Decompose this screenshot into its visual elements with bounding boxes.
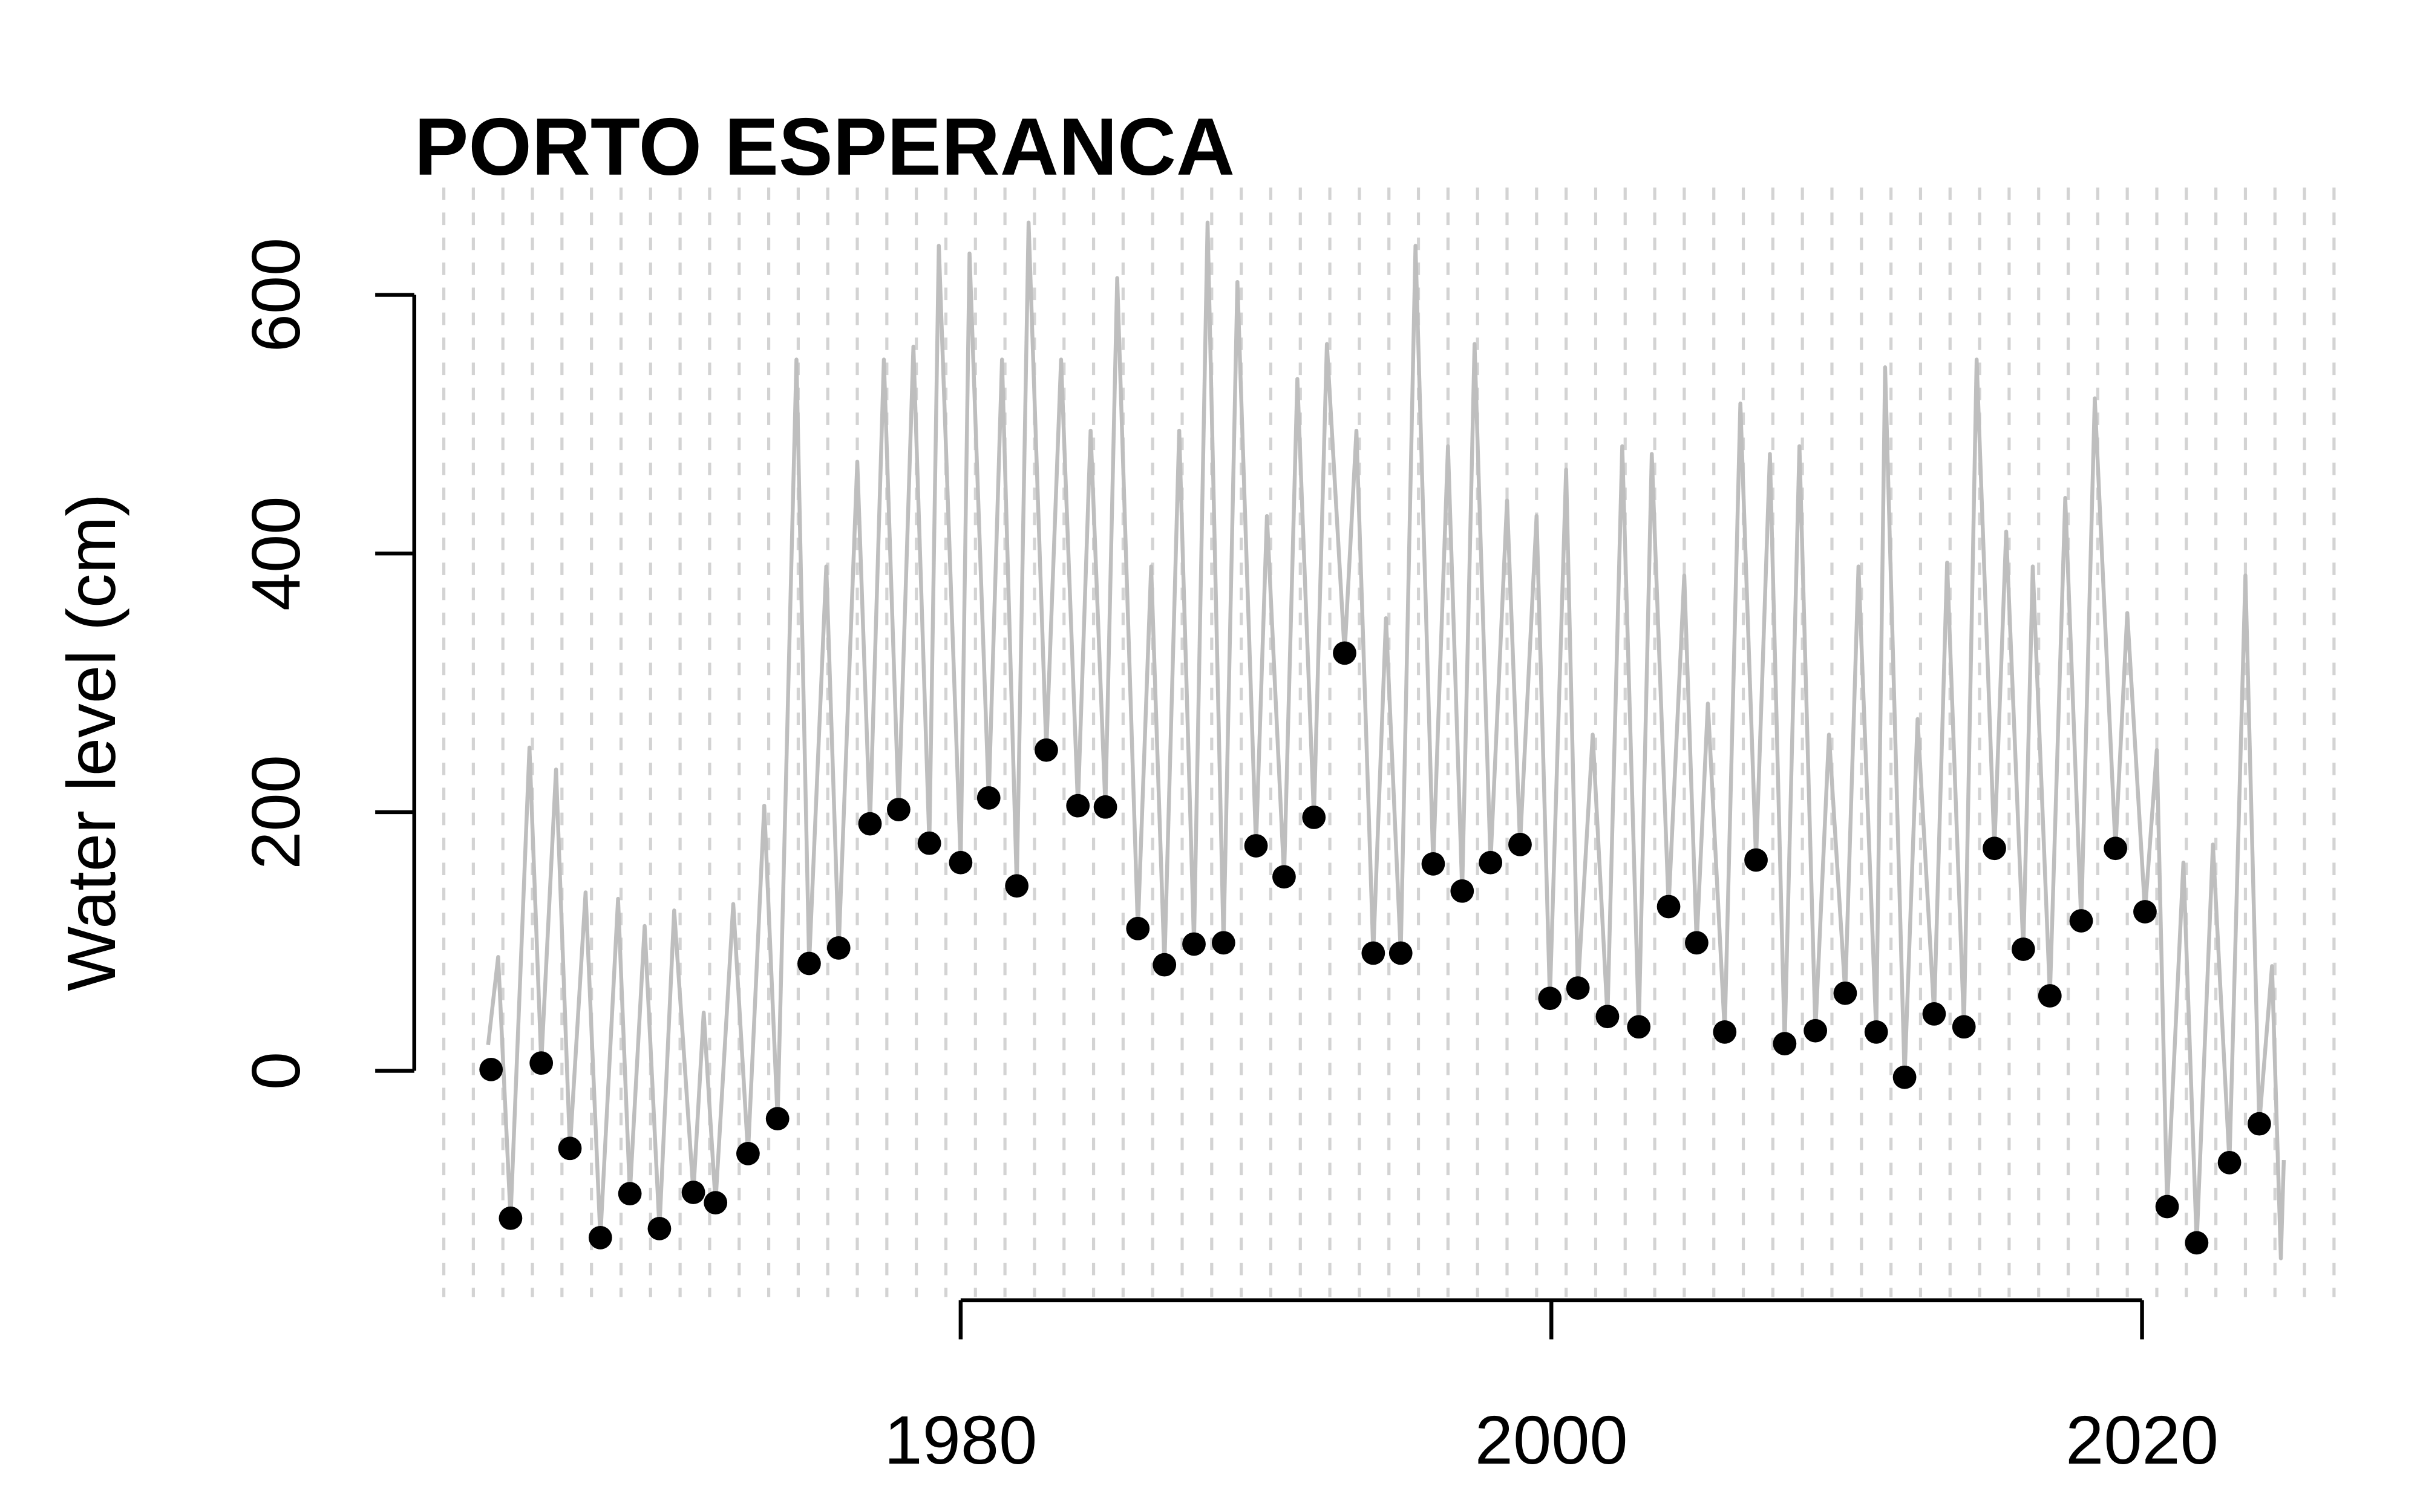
point: [917, 831, 941, 855]
point: [1153, 953, 1177, 977]
point: [1566, 976, 1590, 1000]
point: [1804, 1018, 1828, 1043]
point: [2247, 1112, 2271, 1136]
y-axis-label: Water level (cm): [53, 494, 130, 991]
point: [1333, 641, 1356, 665]
point: [681, 1181, 705, 1204]
point: [2011, 937, 2035, 961]
point: [1744, 848, 1768, 872]
point: [1126, 916, 1150, 940]
point: [1302, 806, 1326, 829]
point: [1450, 879, 1474, 903]
point: [2217, 1150, 2242, 1175]
point: [949, 850, 973, 875]
point: [976, 786, 1001, 810]
point: [529, 1051, 554, 1075]
x-tick-label: 1980: [884, 1402, 1037, 1479]
point: [2155, 1194, 2179, 1219]
point: [1833, 981, 1857, 1005]
point: [1952, 1015, 1976, 1039]
point: [797, 951, 821, 976]
x-tick-label: 2020: [2065, 1402, 2219, 1479]
point: [1388, 941, 1413, 965]
point: [765, 1107, 790, 1131]
point: [1892, 1065, 1917, 1089]
x-tick-label: 2000: [1475, 1402, 1628, 1479]
point: [2038, 984, 2062, 1008]
point: [1983, 836, 2006, 861]
point: [2069, 909, 2093, 933]
point: [1244, 834, 1268, 858]
point: [736, 1141, 760, 1165]
point: [1864, 1020, 1888, 1044]
point: [1093, 795, 1117, 819]
point: [704, 1191, 728, 1214]
series-line: [486, 220, 2286, 1260]
point: [1272, 865, 1296, 889]
point: [1595, 1005, 1620, 1029]
point: [1066, 793, 1090, 818]
point: [2133, 900, 2157, 924]
point: [886, 798, 911, 821]
point: [1538, 986, 1562, 1011]
point: [1922, 1002, 1946, 1026]
point: [1005, 874, 1029, 898]
point: [1685, 931, 1709, 955]
point: [1713, 1020, 1737, 1044]
point: [1211, 931, 1235, 955]
point: [618, 1182, 642, 1206]
point: [858, 812, 882, 836]
point: [499, 1206, 523, 1230]
y-tick-label: 600: [238, 238, 315, 353]
point: [1182, 932, 1206, 956]
point: [2185, 1231, 2209, 1255]
point: [558, 1136, 582, 1161]
point: [826, 936, 851, 960]
point: [588, 1225, 612, 1250]
point: [647, 1216, 672, 1240]
point: [1035, 738, 1058, 762]
point: [1508, 832, 1532, 856]
point: [1627, 1015, 1651, 1039]
point: [1421, 852, 1445, 876]
point: [479, 1057, 503, 1081]
y-tick-label: 0: [238, 1052, 315, 1090]
point: [1479, 850, 1503, 875]
point: [1656, 894, 1681, 919]
chart-title: PORTO ESPERANCA: [414, 102, 1235, 192]
point: [1773, 1032, 1797, 1055]
y-tick-label: 400: [238, 496, 315, 611]
y-tick-label: 200: [238, 755, 315, 870]
point: [2104, 836, 2128, 861]
point: [1361, 941, 1385, 965]
